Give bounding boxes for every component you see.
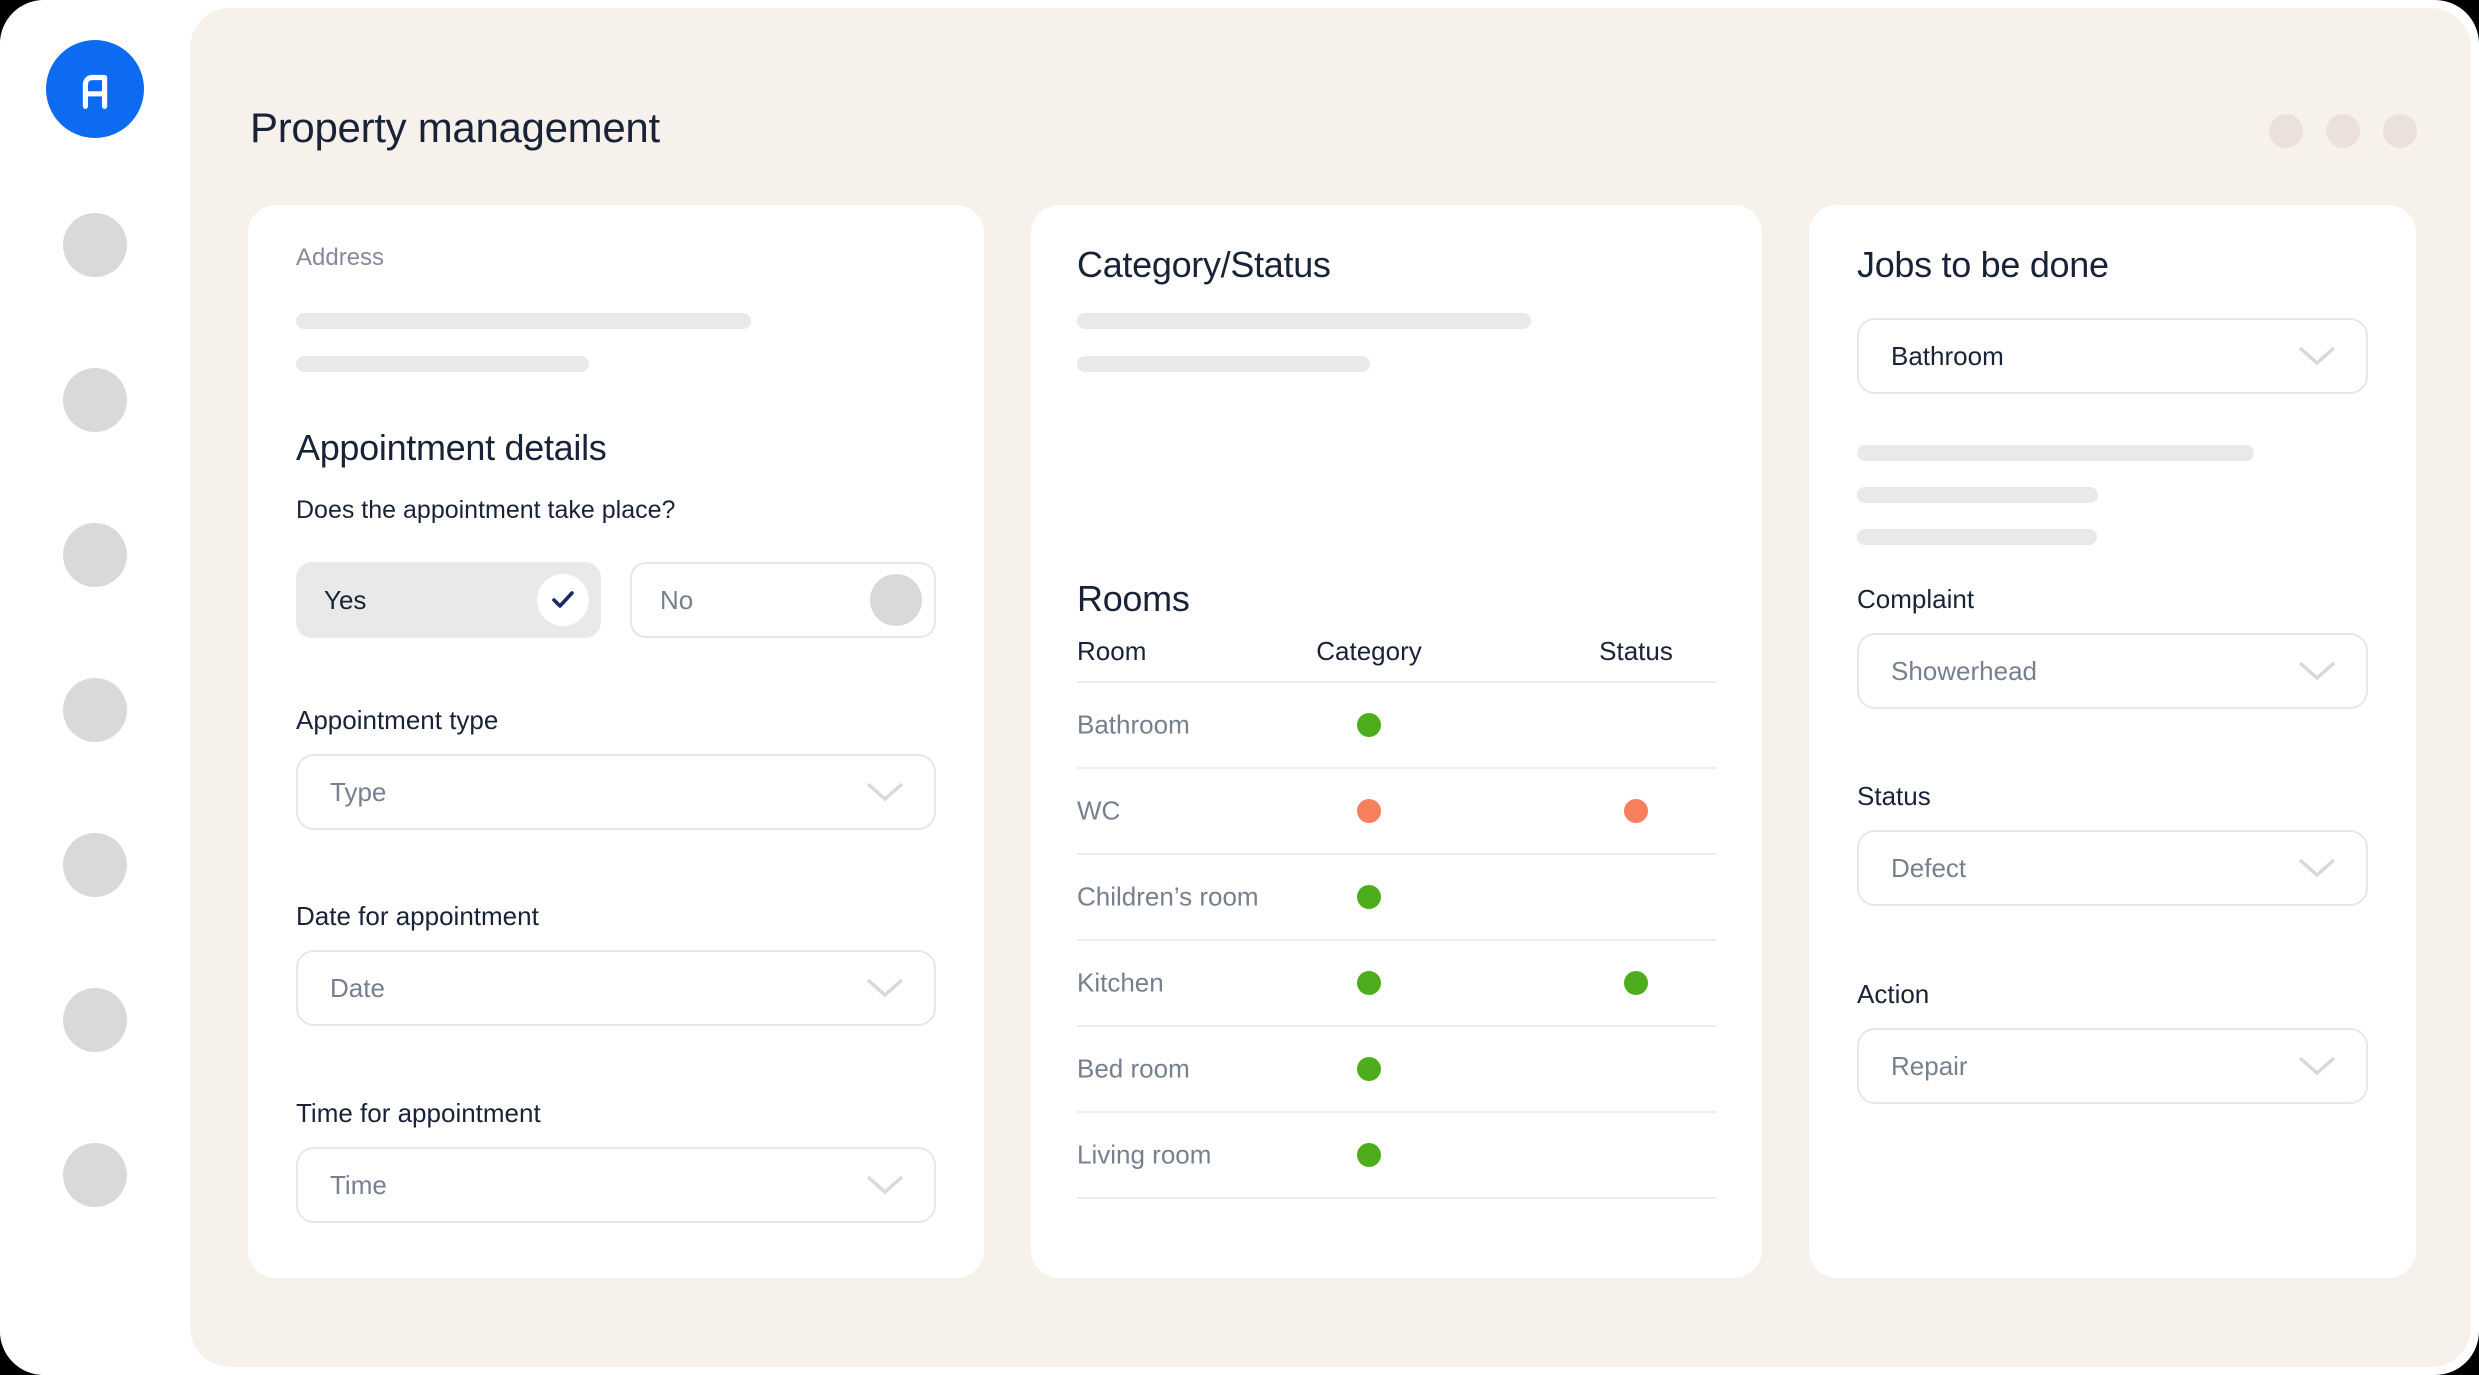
status-value: Defect bbox=[1891, 852, 1967, 883]
complaint-value: Showerhead bbox=[1891, 655, 2037, 686]
chevron-down-icon bbox=[2298, 661, 2336, 681]
appointment-card: Address Appointment details Does the app… bbox=[248, 205, 984, 1278]
column-header-room: Room bbox=[1077, 636, 1147, 666]
room-name: Kitchen bbox=[1077, 967, 1164, 998]
table-row: Bathroom bbox=[1077, 683, 1716, 769]
appointment-type-select[interactable]: Type bbox=[296, 754, 936, 830]
yes-label: Yes bbox=[324, 584, 367, 615]
sidebar-nav-item-placeholder[interactable] bbox=[63, 523, 127, 587]
sidebar-nav-item-placeholder[interactable] bbox=[63, 1143, 127, 1207]
menu-dot-placeholder bbox=[2326, 114, 2360, 148]
action-value: Repair bbox=[1891, 1050, 1968, 1081]
sidebar bbox=[0, 0, 190, 1375]
category-status-dot bbox=[1357, 885, 1381, 909]
sidebar-nav bbox=[63, 213, 127, 1207]
chevron-down-icon bbox=[866, 782, 904, 802]
address-skeleton-bar bbox=[296, 313, 751, 329]
status-select[interactable]: Defect bbox=[1857, 830, 2368, 906]
jobs-skeleton-bar bbox=[1857, 529, 2097, 545]
chevron-down-icon bbox=[2298, 1056, 2336, 1076]
appointment-type-label: Appointment type bbox=[296, 705, 499, 735]
jobs-skeleton-bar bbox=[1857, 487, 2098, 503]
app-logo[interactable] bbox=[46, 40, 144, 138]
appointment-details-heading: Appointment details bbox=[296, 427, 607, 468]
column-header-status: Status bbox=[1599, 636, 1673, 666]
appointment-time-placeholder: Time bbox=[330, 1169, 387, 1200]
category-status-dot bbox=[1357, 799, 1381, 823]
category-status-heading: Category/Status bbox=[1077, 244, 1331, 285]
chevron-down-icon bbox=[2298, 346, 2336, 366]
rooms-table: Bathroom WC Children’s room Kitchen bbox=[1077, 681, 1716, 1199]
table-row: Living room bbox=[1077, 1113, 1716, 1199]
yes-button[interactable]: Yes bbox=[296, 562, 601, 638]
sidebar-nav-item-placeholder[interactable] bbox=[63, 213, 127, 277]
check-icon bbox=[552, 591, 574, 608]
jobs-skeleton-bar bbox=[1857, 445, 2254, 461]
jobs-card: Jobs to be done Bathroom Complaint Showe… bbox=[1809, 205, 2416, 1278]
complaint-select[interactable]: Showerhead bbox=[1857, 633, 2368, 709]
status-dot bbox=[1624, 971, 1648, 995]
main-panel: Property management Address Appointment … bbox=[190, 8, 2471, 1367]
chevron-down-icon bbox=[2298, 858, 2336, 878]
category-status-dot bbox=[1357, 1057, 1381, 1081]
status-dot bbox=[1624, 799, 1648, 823]
chevron-down-icon bbox=[866, 978, 904, 998]
page-title: Property management bbox=[250, 104, 660, 151]
sidebar-nav-item-placeholder[interactable] bbox=[63, 833, 127, 897]
no-button[interactable]: No bbox=[630, 562, 936, 638]
sidebar-nav-item-placeholder[interactable] bbox=[63, 368, 127, 432]
room-name: Bed room bbox=[1077, 1053, 1190, 1084]
category-skeleton-bar bbox=[1077, 356, 1370, 372]
appointment-toggle: Yes No bbox=[296, 562, 936, 638]
room-name: Children’s room bbox=[1077, 881, 1259, 912]
appointment-time-label: Time for appointment bbox=[296, 1098, 541, 1128]
header-menu-dots bbox=[2269, 114, 2417, 148]
category-status-card: Category/Status Rooms Room Category Stat… bbox=[1031, 205, 1762, 1278]
room-name: WC bbox=[1077, 795, 1121, 826]
category-status-dot bbox=[1357, 713, 1381, 737]
jobs-heading: Jobs to be done bbox=[1857, 244, 2109, 285]
menu-dot-placeholder bbox=[2269, 114, 2303, 148]
sidebar-nav-item-placeholder[interactable] bbox=[63, 988, 127, 1052]
menu-dot-placeholder bbox=[2383, 114, 2417, 148]
room-name: Living room bbox=[1077, 1139, 1212, 1170]
appointment-date-label: Date for appointment bbox=[296, 901, 539, 931]
sidebar-nav-item-placeholder[interactable] bbox=[63, 678, 127, 742]
rooms-heading: Rooms bbox=[1077, 578, 1190, 619]
status-label: Status bbox=[1857, 781, 1931, 811]
column-header-category: Category bbox=[1316, 636, 1422, 666]
category-status-dot bbox=[1357, 1143, 1381, 1167]
table-row: Kitchen bbox=[1077, 941, 1716, 1027]
chevron-down-icon bbox=[866, 1175, 904, 1195]
logo-a-icon bbox=[82, 74, 108, 109]
appointment-question: Does the appointment take place? bbox=[296, 496, 676, 524]
category-status-dot bbox=[1357, 971, 1381, 995]
address-skeleton-bar bbox=[296, 356, 589, 372]
table-row: Children’s room bbox=[1077, 855, 1716, 941]
yes-selected-indicator bbox=[537, 574, 589, 626]
no-label: No bbox=[660, 584, 694, 615]
appointment-date-select[interactable]: Date bbox=[296, 950, 936, 1026]
action-select[interactable]: Repair bbox=[1857, 1028, 2368, 1104]
table-row: Bed room bbox=[1077, 1027, 1716, 1113]
appointment-time-select[interactable]: Time bbox=[296, 1147, 936, 1223]
appointment-date-placeholder: Date bbox=[330, 972, 385, 1003]
address-label: Address bbox=[296, 244, 385, 271]
action-label: Action bbox=[1857, 979, 1930, 1009]
table-row: WC bbox=[1077, 769, 1716, 855]
no-unselected-indicator bbox=[870, 574, 922, 626]
appointment-type-placeholder: Type bbox=[330, 776, 387, 807]
jobs-room-value: Bathroom bbox=[1891, 340, 2004, 371]
complaint-label: Complaint bbox=[1857, 584, 1975, 614]
jobs-room-select[interactable]: Bathroom bbox=[1857, 318, 2368, 394]
category-skeleton-bar bbox=[1077, 313, 1531, 329]
rooms-table-header: Room Category Status bbox=[1077, 636, 1716, 666]
room-name: Bathroom bbox=[1077, 709, 1190, 740]
